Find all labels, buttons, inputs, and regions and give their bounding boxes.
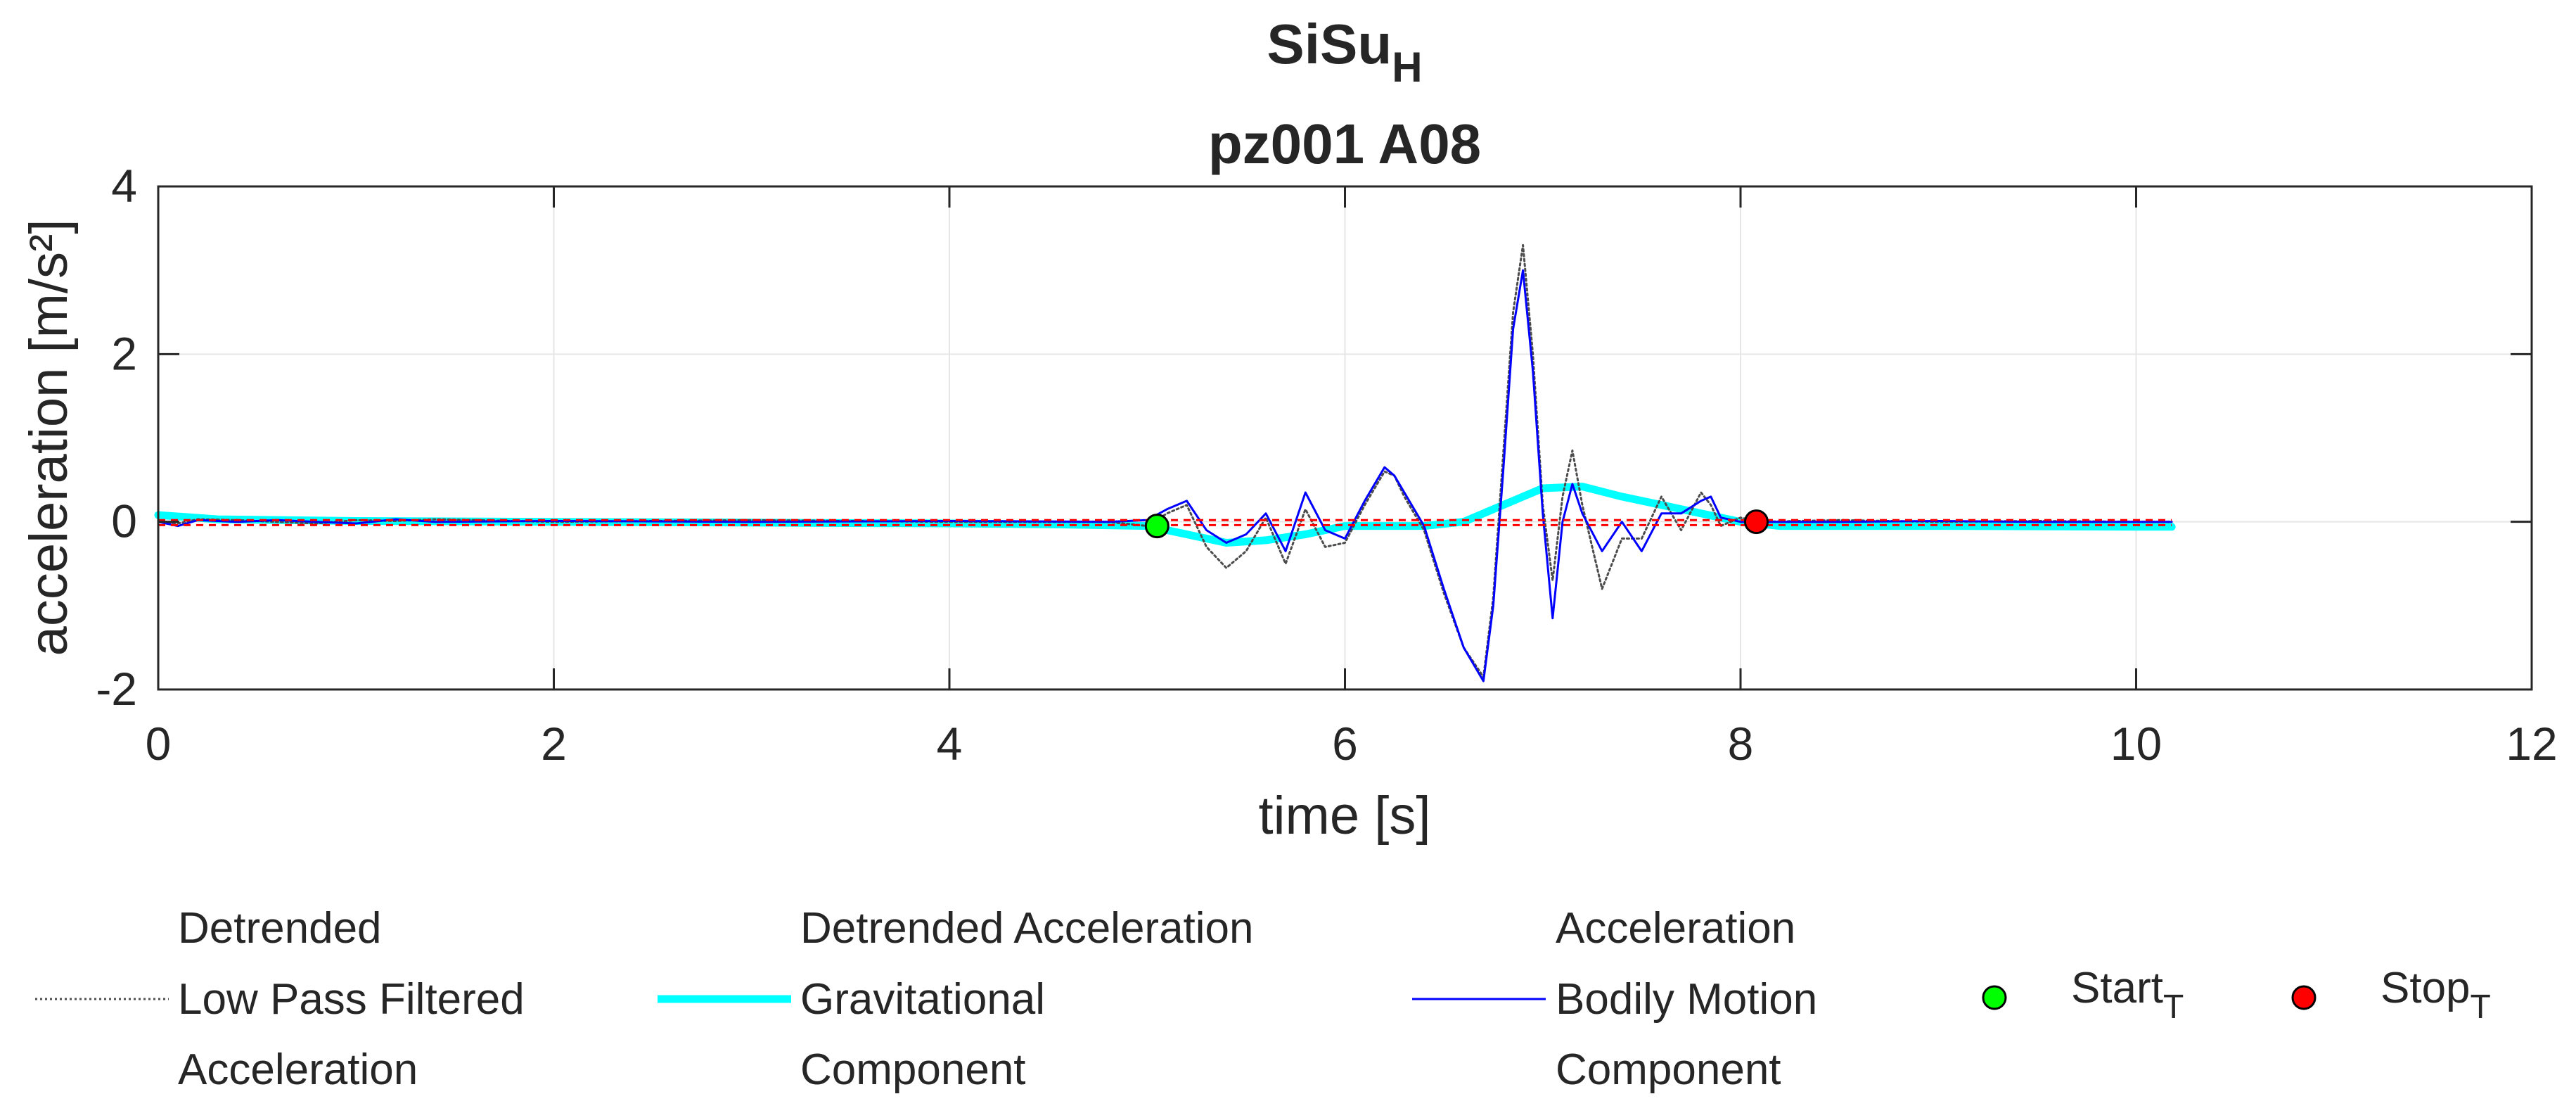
chart-title-subscript: H [1392, 44, 1422, 91]
chart-title-line2: pz001 A08 [1208, 113, 1481, 175]
x-axis-label: time [s] [1259, 786, 1431, 846]
legend-start: StartT [2071, 964, 2184, 1026]
x-tick-label: 10 [2110, 718, 2162, 770]
legend-low-pass-line1: Detrended [178, 904, 382, 953]
y-tick-label: 2 [111, 327, 137, 379]
x-tick-label: 8 [1728, 718, 1754, 770]
legend-start-subscript: T [2163, 988, 2184, 1026]
legend-bodily-line2: Bodily Motion [1556, 975, 1817, 1024]
y-tick-label: 4 [111, 160, 137, 212]
legend-stop: StopT [2380, 964, 2491, 1026]
x-tick-label: 4 [937, 718, 963, 770]
legend-gravitational-line3: Component [800, 1045, 1026, 1094]
x-tick-label: 6 [1332, 718, 1358, 770]
legend-bodily-line1: Acceleration [1556, 904, 1795, 953]
legend-gravitational-line2: Gravitational [800, 975, 1045, 1024]
legend-low-pass-line2: Low Pass Filtered [178, 975, 525, 1024]
chart-title-main: SiSuH [1267, 13, 1422, 91]
legend: Detrended Low Pass Filtered Acceleration… [35, 904, 2491, 1094]
stop-marker [1744, 509, 1769, 535]
y-axis-label: acceleration [m/s²] [19, 220, 79, 656]
chart-title-text: SiSu [1267, 13, 1392, 75]
x-tick-label: 2 [541, 718, 567, 770]
legend-stop-label: Stop [2380, 964, 2471, 1012]
legend-gravitational-line1: Detrended Acceleration [800, 904, 1254, 953]
legend-low-pass-line3: Acceleration [178, 1045, 418, 1094]
x-tick-label: 12 [2506, 718, 2557, 770]
legend-bodily-line3: Component [1556, 1045, 1781, 1094]
legend-stop-subscript: T [2471, 988, 2491, 1026]
start-marker [1144, 514, 1170, 539]
series-layer [154, 243, 2176, 682]
legend-stop-marker [2291, 985, 2317, 1010]
legend-start-marker [1982, 985, 2007, 1010]
legend-start-label: Start [2071, 964, 2163, 1012]
y-tick-label: 0 [111, 495, 137, 547]
x-tick-label: 0 [146, 718, 172, 770]
y-tick-label: -2 [96, 663, 137, 715]
